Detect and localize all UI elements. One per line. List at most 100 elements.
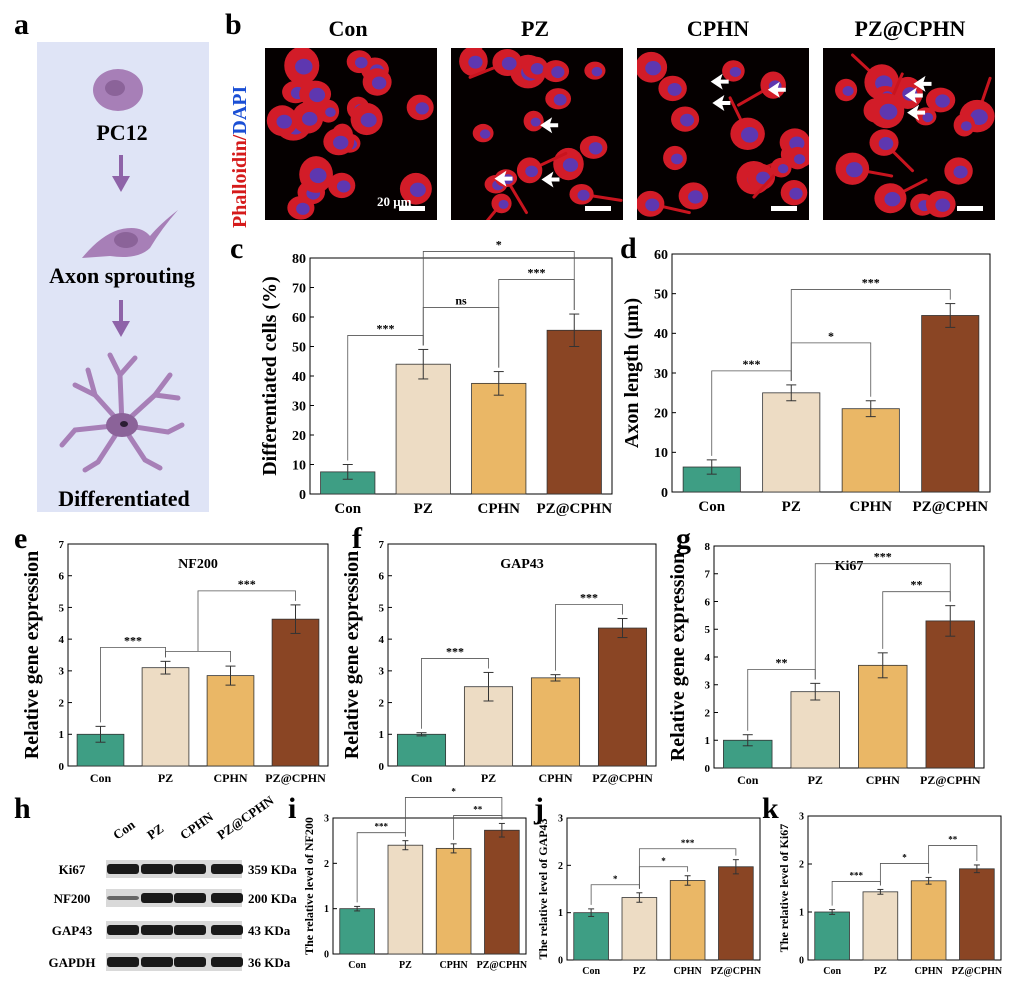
panel-letter-e: e: [14, 522, 27, 555]
bar: [271, 618, 320, 767]
significance-bracket: [197, 590, 296, 652]
plot-frame: [332, 817, 527, 955]
y-axis-label: Axon length (μm): [621, 298, 643, 448]
significance-label: ***: [874, 550, 892, 564]
y-tick-label: 30: [292, 399, 306, 414]
step-differentiated-label: Differentiated: [58, 486, 190, 511]
bar: [546, 329, 602, 495]
x-tick-label: CPHN: [673, 966, 702, 977]
bar: [790, 691, 840, 769]
y-axis-label: The relative level of Ki67: [777, 824, 791, 952]
y-tick-label: 50: [654, 288, 668, 303]
y-tick-label: 0: [558, 956, 563, 967]
bar: [621, 897, 658, 961]
y-tick-label: 30: [654, 367, 668, 382]
panel-letter-k: k: [762, 792, 779, 825]
x-tick-label: Con: [698, 499, 725, 515]
bar: [814, 911, 850, 961]
white-arrow-icon: [767, 81, 786, 98]
blot-size-label: 359 KDa: [248, 862, 297, 877]
y-tick-label: 2: [799, 860, 804, 871]
x-tick-label: CPHN: [214, 771, 248, 785]
x-tick-label: PZ: [158, 771, 173, 785]
bar-chart-g: 0 1 2 3 4 5 6 7 8 Relative gene expression Ki67 Con…: [667, 541, 985, 787]
bar: [762, 392, 821, 493]
blot-row-label: GAPDH: [49, 955, 96, 970]
y-tick-label: 2: [324, 859, 329, 870]
x-tick-label: CPHN: [439, 960, 468, 971]
blot-band: [211, 864, 243, 874]
bar: [396, 733, 447, 767]
significance-label: **: [911, 578, 923, 592]
blot-band: [174, 893, 206, 903]
significance-label: ***: [124, 633, 142, 647]
micrograph-column-con: Con: [328, 16, 367, 41]
plot-frame: [387, 543, 657, 767]
x-tick-label: PZ@CPHN: [711, 966, 762, 977]
blot-size-label: 200 KDa: [248, 891, 297, 906]
y-tick-label: 6: [59, 571, 65, 583]
x-tick-label: PZ: [808, 773, 823, 787]
significance-label: **: [776, 655, 788, 669]
bar-chart-i: 0 1 2 3 The relative level of NF200 Con PZ CPHN…: [302, 786, 528, 971]
scale-bar: [771, 206, 797, 211]
bar: [910, 880, 947, 961]
panel-letter-g: g: [676, 522, 691, 555]
y-tick-label: 0: [705, 763, 711, 775]
blot-band: [107, 896, 139, 900]
bar-chart-d: 0 10 20 30 40 50 60 Axon length (μm) Con PZ CPHN PZ…: [621, 248, 991, 515]
y-tick-label: 3: [705, 680, 711, 692]
y-axis-label: Relative gene expression: [21, 551, 43, 760]
bar: [471, 382, 527, 495]
significance-bracket: [555, 604, 623, 671]
y-axis-label: Relative gene expression: [341, 551, 363, 760]
y-tick-label: 7: [379, 539, 385, 551]
micrograph-image: [451, 48, 623, 220]
white-arrow-icon: [494, 170, 513, 187]
panel-letter-i: i: [288, 792, 296, 825]
bar: [959, 868, 995, 961]
scale-bar: [957, 206, 983, 211]
panel-letter-c: c: [230, 232, 243, 265]
significance-label: ns: [455, 293, 467, 307]
bar: [669, 880, 706, 961]
bar-chart-f: 0 1 2 3 4 5 6 7 Relative gene expression GAP43 Con…: [341, 539, 657, 785]
y-tick-label: 0: [299, 488, 306, 503]
plot-frame: [566, 817, 761, 961]
bar: [925, 620, 975, 769]
blot-band: [174, 925, 206, 935]
y-tick-label: 4: [705, 652, 711, 664]
neuron-icon: [59, 352, 185, 473]
significance-label: ***: [528, 265, 546, 279]
significance-label: ***: [238, 577, 256, 591]
blot-band: [141, 864, 173, 874]
significance-label: ***: [580, 591, 598, 605]
plot-frame: [807, 815, 1002, 961]
y-tick-label: 1: [558, 908, 563, 919]
scale-bar-label: 20 μm: [377, 194, 412, 209]
y-tick-label: 2: [705, 707, 711, 719]
y-tick-label: 0: [59, 761, 65, 773]
y-tick-label: 6: [379, 571, 385, 583]
y-tick-label: 10: [654, 446, 668, 461]
x-tick-label: PZ@CPHN: [477, 960, 528, 971]
significance-label: ***: [446, 644, 464, 658]
y-tick-label: 20: [292, 429, 306, 444]
white-arrow-icon: [907, 104, 926, 121]
white-arrow-icon: [541, 171, 560, 188]
y-tick-label: 1: [324, 904, 329, 915]
down-arrow-icon: [112, 300, 130, 337]
y-tick-label: 0: [324, 950, 329, 961]
white-arrow-icon: [913, 75, 932, 92]
blot-row-label: NF200: [54, 891, 91, 906]
x-tick-label: CPHN: [478, 501, 521, 517]
significance-bracket: [638, 848, 737, 889]
x-tick-label: Con: [348, 960, 366, 971]
y-tick-label: 1: [379, 729, 385, 741]
blot-band: [107, 925, 139, 935]
blot-band: [141, 893, 173, 903]
panel-letter-a: a: [14, 8, 29, 41]
significance-label: *: [828, 329, 834, 343]
y-tick-label: 60: [292, 311, 306, 326]
